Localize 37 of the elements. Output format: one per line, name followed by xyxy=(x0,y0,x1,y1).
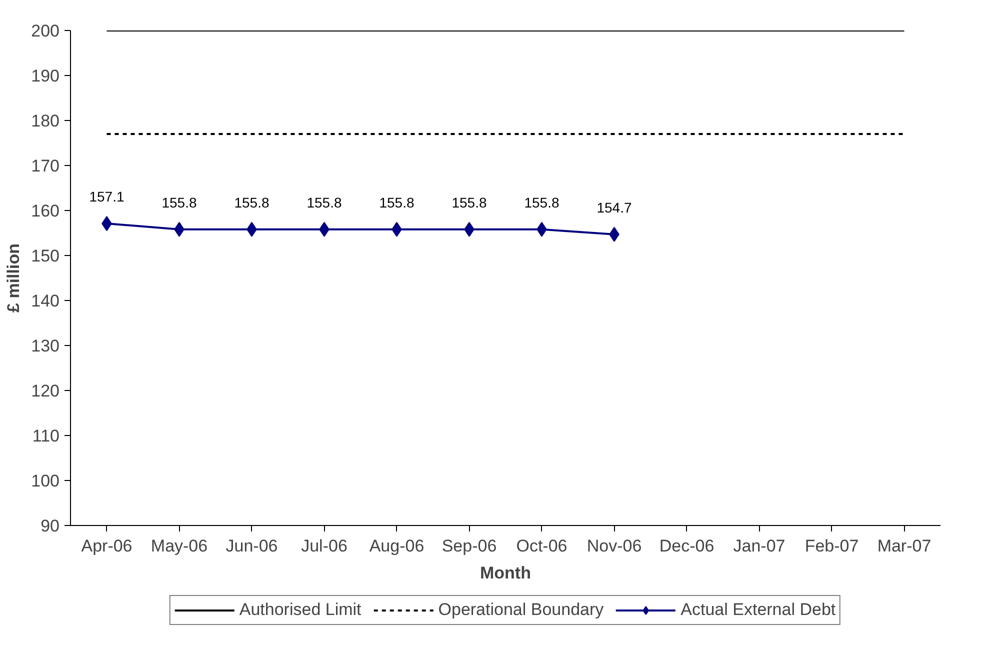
y-tick-label: 110 xyxy=(32,426,60,446)
y-tick-label: 160 xyxy=(31,202,60,220)
data-label: 155.8 xyxy=(306,194,342,210)
y-tick-label: 100 xyxy=(31,472,60,490)
data-label: 155.8 xyxy=(452,194,487,210)
data-label: 154.7 xyxy=(596,199,632,216)
y-tick-label: 150 xyxy=(31,246,60,266)
x-tick-label: Mar-07 xyxy=(877,536,932,556)
legend-label: Authorised Limit xyxy=(239,600,362,620)
legend-label: Operational Boundary xyxy=(438,600,604,620)
data-label: 155.8 xyxy=(162,194,197,210)
data-label: 155.8 xyxy=(524,194,560,210)
y-tick-label: 190 xyxy=(31,66,60,86)
y-tick-label: 200 xyxy=(31,22,60,40)
x-axis-title: Month xyxy=(480,564,531,582)
data-label: 157.1 xyxy=(89,188,124,205)
y-tick-label: 90 xyxy=(40,516,60,536)
x-tick-label: Oct-06 xyxy=(516,536,568,556)
data-label: 155.8 xyxy=(234,194,270,210)
x-tick-label: Apr-06 xyxy=(81,536,132,556)
x-tick-label: May-06 xyxy=(150,536,208,556)
y-axis-title: £ million xyxy=(4,244,24,312)
x-tick-label: Nov-06 xyxy=(586,536,642,556)
y-tick-label: 140 xyxy=(31,292,60,310)
x-tick-label: Jun-06 xyxy=(226,536,278,556)
y-tick-label: 180 xyxy=(31,112,60,130)
x-tick-label: Jul-06 xyxy=(301,536,348,556)
x-tick-label: Aug-06 xyxy=(369,536,424,556)
x-tick-label: Dec-06 xyxy=(659,536,714,556)
y-tick-label: 130 xyxy=(31,336,60,356)
legend-label: Actual External Debt xyxy=(680,600,836,620)
y-tick-label: 170 xyxy=(31,156,60,176)
y-tick-label: 120 xyxy=(31,382,60,400)
x-tick-label: Jan-07 xyxy=(733,536,786,556)
data-label: 155.8 xyxy=(379,194,414,210)
x-tick-label: Feb-07 xyxy=(804,536,859,556)
x-tick-label: Sep-06 xyxy=(442,536,497,556)
